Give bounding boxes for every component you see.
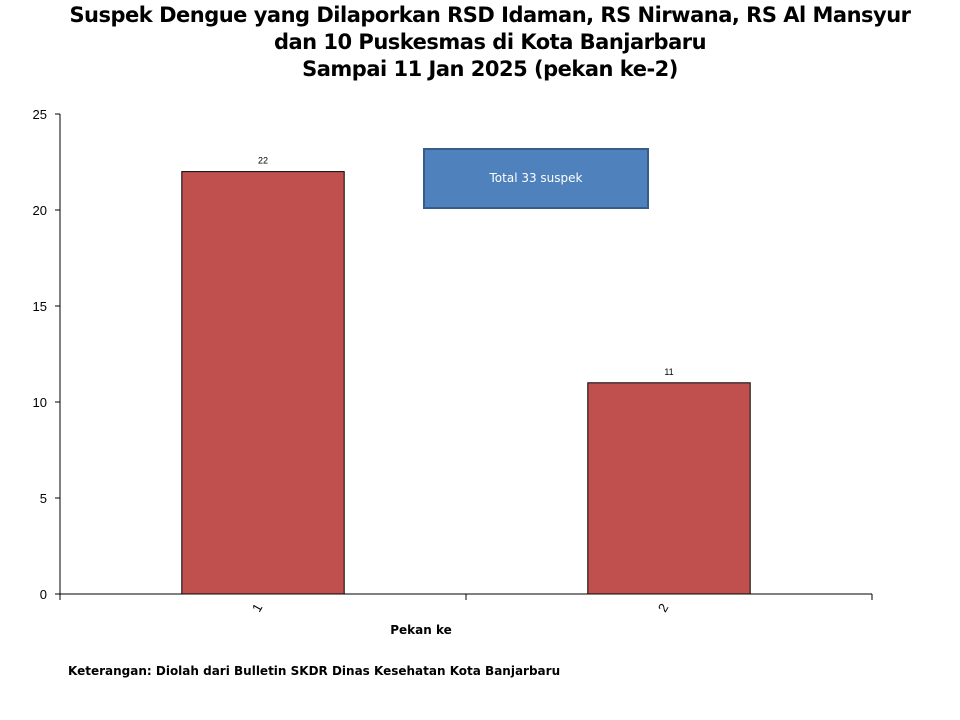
data-label-1: 22 <box>258 156 268 166</box>
y-tick-label: 25 <box>33 107 47 122</box>
x-axis-title: Pekan ke <box>390 623 452 637</box>
y-tick-label: 20 <box>33 203 47 218</box>
source-note: Keterangan: Diolah dari Bulletin SKDR Di… <box>68 664 561 678</box>
chart-title-line-3: Sampai 11 Jan 2025 (pekan ke-2) <box>302 57 678 81</box>
chart-title-line-2: dan 10 Puskesmas di Kota Banjarbaru <box>273 30 707 54</box>
x-tick-label-2: 2 <box>655 601 672 615</box>
chart-bars <box>181 171 751 595</box>
bar-1 <box>181 171 345 595</box>
chart-title-line-1: Suspek Dengue yang Dilaporkan RSD Idaman… <box>69 3 911 27</box>
y-tick-label: 15 <box>33 299 47 314</box>
x-tick-label-1: 1 <box>249 601 266 615</box>
y-tick-label: 10 <box>33 395 47 410</box>
y-tick-label: 0 <box>40 587 47 602</box>
total-annotation: Total 33 suspek <box>423 148 649 209</box>
chart-title: Suspek Dengue yang Dilaporkan RSD Idaman… <box>0 2 960 83</box>
y-tick-label: 5 <box>40 491 47 506</box>
data-label-2: 11 <box>664 367 673 377</box>
bar-2 <box>587 382 751 595</box>
